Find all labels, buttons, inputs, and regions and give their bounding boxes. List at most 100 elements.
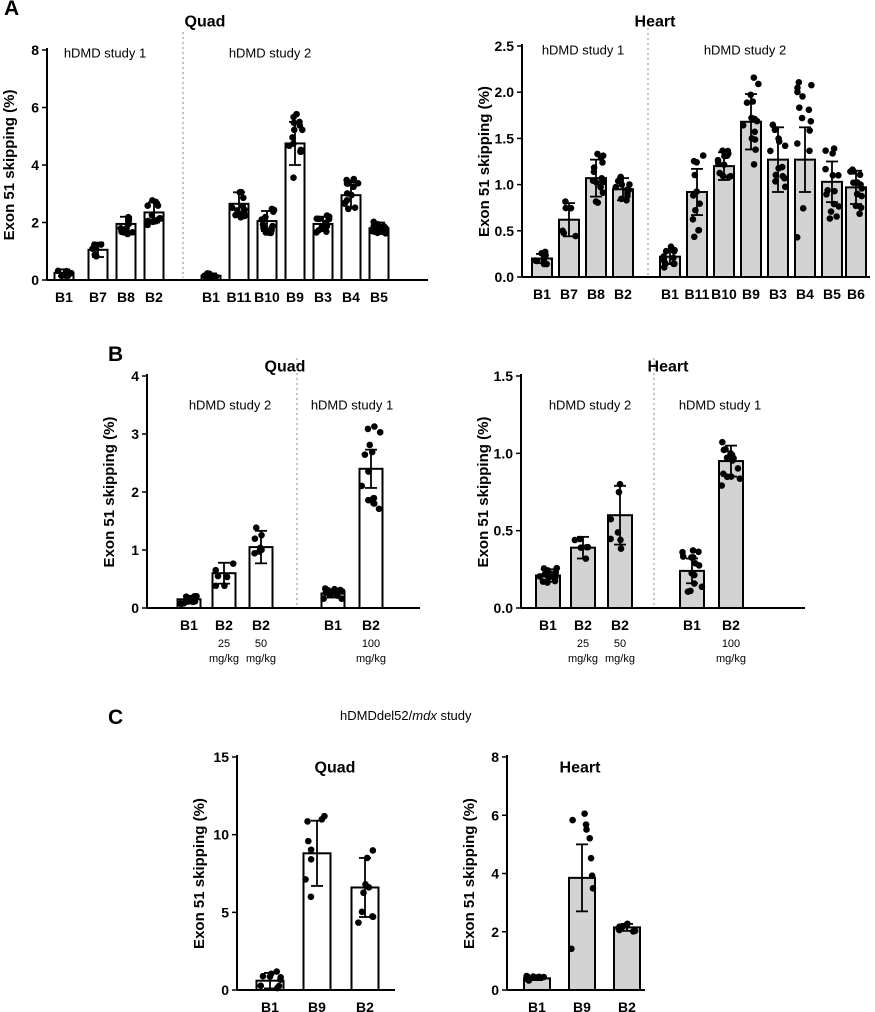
y-tick-label: 0.5 <box>495 223 515 239</box>
data-point <box>336 586 344 594</box>
data-point <box>692 206 699 214</box>
data-point <box>530 973 537 980</box>
data-point <box>852 202 860 210</box>
y-axis-label: Exon 51 skipping (%) <box>191 798 208 949</box>
chart-B-heart: Heart Exon 51 skipping (%) 0.0 0.5 1.0 1.5 hDM… <box>475 358 805 665</box>
data-point <box>624 192 631 200</box>
data-point <box>690 233 698 241</box>
data-point <box>775 135 782 142</box>
y-tick-label: 0 <box>221 982 229 998</box>
chart-title: Quad <box>315 759 356 776</box>
data-point <box>582 555 590 562</box>
data-point <box>607 535 614 543</box>
x-tick-label: B11 <box>227 289 252 305</box>
data-point <box>660 256 667 264</box>
data-point <box>553 564 561 572</box>
x-tick-label: B6 <box>847 286 865 302</box>
x-tick-label: B2 <box>574 617 592 633</box>
chart-A-quad: Quad Exon 51 skipping (%) 0 2 4 6 8 hDMD study … <box>1 13 428 305</box>
data-point <box>369 913 376 920</box>
data-point <box>362 881 369 888</box>
data-point <box>670 260 678 268</box>
data-point <box>562 198 569 205</box>
bar <box>713 165 735 278</box>
x-tick-label: B9 <box>286 289 304 305</box>
dose-label: 25 <box>218 638 230 650</box>
group-label: hDMD study 2 <box>704 43 786 58</box>
data-point <box>699 152 707 159</box>
x-tick-label: B11 <box>685 286 710 302</box>
data-point <box>755 80 762 88</box>
y-tick-label: 8 <box>491 749 499 765</box>
data-point <box>583 826 590 833</box>
panel-label-b: B <box>108 343 124 366</box>
data-point <box>743 99 751 107</box>
data-point <box>302 876 309 883</box>
group-label: hDMD study 1 <box>542 43 624 58</box>
y-tick-label: 1.0 <box>495 177 515 193</box>
dose-label: 50 <box>255 638 267 650</box>
data-point <box>808 81 815 89</box>
x-tick-label: B1 <box>261 999 279 1012</box>
data-point <box>806 147 813 155</box>
data-point <box>695 548 702 556</box>
data-point <box>794 84 801 92</box>
data-point <box>670 254 677 262</box>
data-point <box>269 222 276 230</box>
chart-title: Heart <box>635 13 677 30</box>
y-axis-label: Exon 51 skipping (%) <box>475 417 492 568</box>
dose-label: 50 <box>614 638 626 650</box>
data-point <box>691 171 699 179</box>
data-point <box>807 117 815 125</box>
x-tick-label: B4 <box>342 289 360 305</box>
dose-unit-label: mg/kg <box>568 653 598 665</box>
y-axis-label: Exon 51 skipping (%) <box>461 798 478 949</box>
data-point <box>856 171 864 179</box>
data-point <box>690 157 698 165</box>
data-point <box>368 448 376 456</box>
data-point <box>228 204 236 212</box>
x-tick-label: B1 <box>324 617 342 633</box>
data-point <box>315 227 322 234</box>
data-point <box>588 872 596 879</box>
caption-prefix: hDMDdel52/ <box>340 708 413 723</box>
data-point <box>370 218 377 226</box>
data-point <box>214 572 222 580</box>
data-point <box>798 114 806 122</box>
data-point <box>781 142 789 150</box>
data-point <box>597 154 605 161</box>
chart-title: Quad <box>185 13 226 30</box>
data-point <box>177 600 184 607</box>
data-point <box>97 241 105 248</box>
x-tick-label: B1 <box>533 286 551 302</box>
data-point <box>823 191 830 198</box>
dose-unit-label: mg/kg <box>605 653 635 665</box>
chart-C-heart: Heart Exon 51 skipping (%) 0 2 4 6 8 B1 B9 B2 <box>461 749 645 1012</box>
data-point <box>696 200 703 208</box>
data-point <box>296 118 303 126</box>
group-label: hDMD study 1 <box>679 398 761 413</box>
data-point <box>351 204 359 211</box>
y-tick-label: 1.5 <box>495 130 515 146</box>
data-point <box>221 582 228 590</box>
data-point <box>720 161 728 168</box>
data-point <box>259 972 267 980</box>
data-point <box>590 164 598 171</box>
y-tick-label: 8 <box>31 42 39 58</box>
x-tick-label: B2 <box>252 617 270 633</box>
x-tick-label: B2 <box>611 617 629 633</box>
x-tick-label: B9 <box>308 999 326 1012</box>
x-tick-label: B7 <box>89 289 107 305</box>
data-point <box>234 207 241 214</box>
x-tick-label: B10 <box>254 289 280 305</box>
data-point <box>360 889 367 897</box>
data-point <box>691 571 698 579</box>
y-tick-label: 15 <box>213 749 229 765</box>
caption-suffix: study <box>436 708 472 723</box>
data-point <box>618 195 625 203</box>
chart-title: Heart <box>560 759 602 776</box>
data-point <box>599 189 607 196</box>
dose-unit-label: mg/kg <box>246 653 276 665</box>
data-point <box>796 104 803 111</box>
data-point <box>290 126 298 134</box>
